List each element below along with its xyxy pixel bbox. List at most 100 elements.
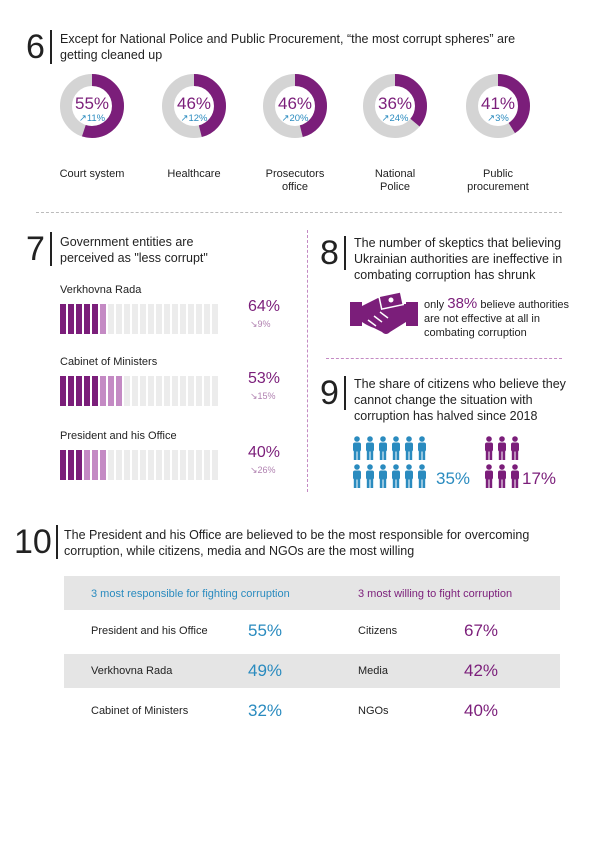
person-icon — [366, 436, 374, 460]
entity-name: President and his Office — [60, 430, 177, 442]
section-9-pct-purple: 17% — [522, 469, 557, 488]
section-6-number: 6 — [26, 28, 45, 66]
donut-change: ↗3% — [487, 113, 509, 124]
donut-pct: 41% — [480, 94, 516, 113]
entity-bar-segment — [76, 304, 82, 334]
entity-bar-segment — [196, 450, 202, 480]
entity-bar-segment — [92, 450, 98, 480]
donut-ring — [60, 74, 124, 138]
row-right-label: Media — [358, 665, 388, 677]
entity-pct: 53% — [248, 370, 281, 387]
entity-bar-segment — [172, 450, 178, 480]
section-8-text-pre: only — [424, 299, 448, 311]
donut-chart: 55% ↗11% Court system — [60, 74, 124, 180]
row-right-pct: 40% — [464, 701, 499, 720]
entity-bar-segment — [132, 450, 138, 480]
section-7-number: 7 — [26, 230, 45, 268]
donut-label: Public procurement — [467, 168, 529, 193]
donut-pct: 46% — [277, 94, 313, 113]
row-left-pct: 49% — [248, 661, 283, 680]
entity-bar-segment — [84, 450, 90, 480]
entity-bar-segment — [116, 450, 122, 480]
entity-bar-segment — [76, 376, 82, 406]
person-icon — [405, 436, 413, 460]
donut-ring — [466, 74, 530, 138]
section-8-number: 8 — [320, 234, 339, 272]
person-icon — [485, 436, 493, 460]
entity-bar-segment — [204, 450, 210, 480]
entity-bar-segment — [60, 304, 66, 334]
section-6-title: Except for National Police and Public Pr… — [60, 32, 516, 62]
entity-bar-segment — [132, 376, 138, 406]
entity-bar-segment — [180, 376, 186, 406]
donut-change: ↗24% — [381, 113, 409, 124]
person-icon — [392, 436, 400, 460]
donut-value-arc — [466, 74, 530, 138]
section-10-title: The President and his Office are believe… — [64, 528, 530, 558]
entity-bar-segment — [196, 376, 202, 406]
entity-bar-segment — [92, 304, 98, 334]
entity-bar-segment — [84, 376, 90, 406]
entity-bar-segment — [212, 376, 218, 406]
person-icon — [405, 464, 413, 488]
donut-value-arc — [162, 74, 226, 138]
entity-bar-segment — [164, 450, 170, 480]
entity-bar-segment — [140, 304, 146, 334]
person-icon — [353, 464, 361, 488]
entity-bar-segment — [68, 304, 74, 334]
entity-bar-segment — [180, 304, 186, 334]
row-right-pct: 42% — [464, 661, 499, 680]
entity-bar-segment — [156, 304, 162, 334]
donut-chart: 46% ↗20% Prosecutors office — [263, 74, 327, 193]
donut-chart: 46% ↗12% Healthcare — [162, 74, 226, 180]
donut-ring — [363, 74, 427, 138]
handshake-icon — [350, 292, 418, 334]
table-row: Cabinet of Ministers 32% NGOs 40% — [64, 694, 560, 728]
section-8-divider — [344, 236, 346, 270]
table-header: 3 most responsible for fighting corrupti… — [64, 576, 560, 610]
person-icon — [366, 464, 374, 488]
entity-pct: 40% — [248, 444, 281, 461]
section-9-number: 9 — [320, 374, 339, 412]
donut-label: Court system — [59, 168, 125, 180]
donut-change: ↗20% — [281, 113, 309, 124]
row-left-label: Verkhovna Rada — [91, 665, 173, 677]
person-icon — [485, 464, 493, 488]
section-10-divider — [56, 525, 58, 559]
person-icon — [379, 436, 387, 460]
entity-bar-segment — [84, 304, 90, 334]
person-icon — [511, 464, 519, 488]
row-right-pct: 67% — [464, 621, 499, 640]
entity-bar-segment — [60, 376, 66, 406]
person-icon — [392, 464, 400, 488]
section-7-divider — [50, 232, 52, 266]
entity-bar-segment — [124, 304, 130, 334]
entity-bar-segment — [100, 304, 106, 334]
person-icon — [418, 464, 426, 488]
entity-bar-segment — [108, 376, 114, 406]
entity-bar-segment — [164, 376, 170, 406]
entity-bar-segment — [108, 304, 114, 334]
donut-change: ↗12% — [180, 113, 208, 124]
donut-pct: 46% — [176, 94, 212, 113]
donut-change: ↗11% — [78, 113, 106, 124]
entity-change: ↘9% — [250, 319, 271, 329]
row-right-label: NGOs — [358, 705, 389, 717]
entity-bar-segment — [188, 376, 194, 406]
entity-bar-segment — [156, 376, 162, 406]
section-9-pct-blue: 35% — [436, 469, 471, 488]
entity-bars — [60, 450, 218, 480]
entity-bar-segment — [124, 450, 130, 480]
donut-ring — [263, 74, 327, 138]
entity-bar-segment — [108, 450, 114, 480]
section-8-text-post: believe authorities are not effective at… — [424, 299, 570, 339]
entity-change: ↘26% — [250, 465, 276, 475]
entity-bar-segment — [188, 450, 194, 480]
person-icon — [498, 436, 506, 460]
section-8-text: only 38% believe authorities are not eff… — [424, 296, 574, 340]
entity-bar-segment — [156, 450, 162, 480]
table-header-right: 3 most willing to fight corruption — [358, 588, 513, 600]
section-6-divider — [50, 30, 52, 64]
entity-bar-segment — [68, 450, 74, 480]
person-icon — [498, 464, 506, 488]
